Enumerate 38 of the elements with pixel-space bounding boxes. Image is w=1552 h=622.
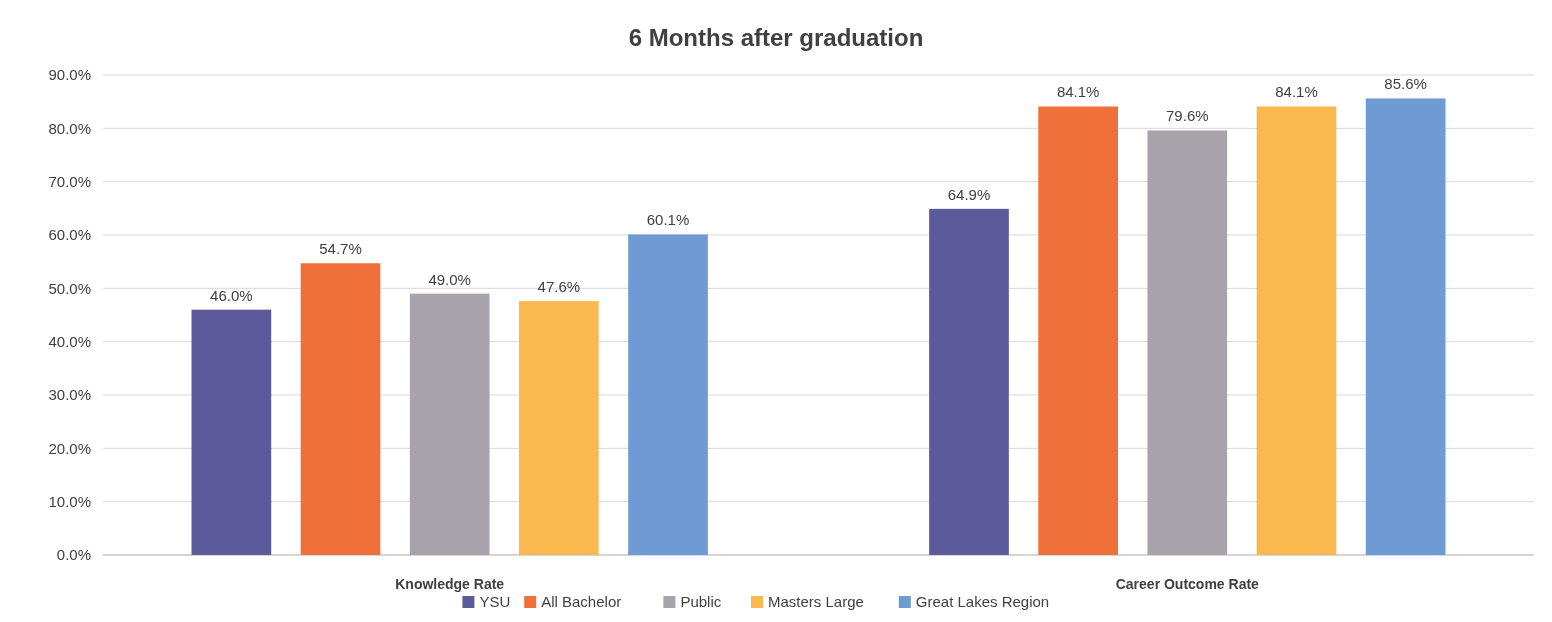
y-tick-label: 40.0% [48, 332, 91, 350]
bar [1256, 106, 1337, 555]
legend-label: All Bachelor [541, 593, 622, 610]
bar [929, 208, 1009, 555]
y-tick-label: 50.0% [48, 279, 91, 297]
data-label: 46.0% [210, 286, 253, 304]
bar [1038, 106, 1118, 555]
y-tick-label: 0.0% [56, 546, 91, 564]
y-tick-label: 10.0% [48, 492, 91, 510]
data-label: 54.7% [319, 240, 362, 258]
y-tick-label: 20.0% [48, 439, 91, 457]
y-tick-label: 60.0% [48, 226, 91, 244]
data-label: 64.9% [947, 185, 991, 203]
legend-label: YSU [479, 593, 511, 610]
data-label: 84.1% [1056, 83, 1100, 101]
bar [191, 309, 272, 555]
x-tick-label: Knowledge Rate [395, 576, 505, 592]
data-label: 79.6% [1166, 107, 1209, 125]
bar [409, 293, 490, 555]
chart-title: 6 Months after graduation [628, 24, 924, 51]
bar [300, 263, 381, 555]
data-label: 49.0% [428, 270, 471, 288]
legend-label: Masters Large [768, 593, 864, 610]
bar [519, 301, 599, 555]
data-label: 85.6% [1384, 75, 1427, 93]
bar [1365, 98, 1446, 555]
bar [628, 234, 708, 555]
y-tick-label: 80.0% [48, 119, 91, 137]
x-tick-label: Career Outcome Rate [1115, 576, 1260, 592]
legend-label: Great Lakes Region [915, 593, 1050, 610]
legend-label: Public [680, 593, 722, 610]
data-label: 84.1% [1275, 83, 1318, 101]
y-tick-label: 70.0% [48, 172, 91, 190]
data-label: 60.1% [646, 211, 690, 229]
data-label: 47.6% [537, 278, 581, 296]
bar [1147, 130, 1228, 555]
y-tick-label: 90.0% [48, 66, 91, 84]
y-tick-label: 30.0% [48, 386, 91, 404]
